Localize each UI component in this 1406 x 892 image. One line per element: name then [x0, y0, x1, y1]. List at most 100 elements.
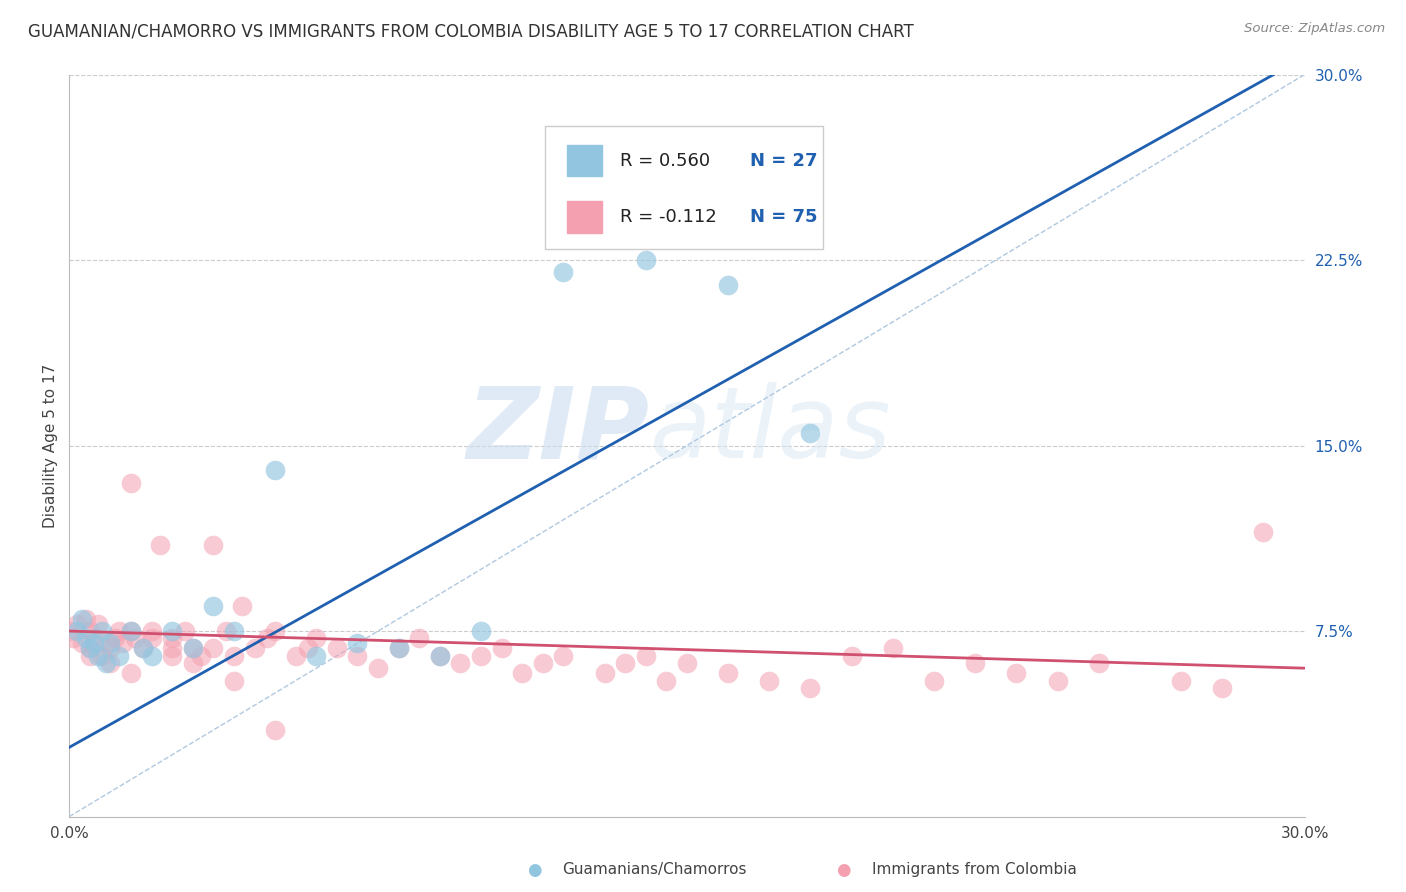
Point	[160, 624, 183, 638]
Point	[1046, 673, 1069, 688]
Point	[717, 666, 740, 681]
Point	[264, 624, 287, 638]
Point	[297, 641, 319, 656]
Point	[717, 277, 740, 292]
Point	[429, 648, 451, 663]
Point	[841, 648, 863, 663]
Point	[676, 657, 699, 671]
Point	[491, 641, 513, 656]
Point	[91, 648, 114, 663]
Point	[83, 636, 105, 650]
Point	[305, 632, 328, 646]
Text: N = 75: N = 75	[749, 208, 817, 226]
Point	[100, 636, 122, 650]
Text: Guamanians/Chamorros: Guamanians/Chamorros	[562, 863, 747, 877]
Point	[305, 648, 328, 663]
Point	[83, 632, 105, 646]
Point	[149, 537, 172, 551]
Point	[614, 657, 637, 671]
Point	[160, 632, 183, 646]
Point	[79, 641, 101, 656]
Point	[120, 624, 142, 638]
Point	[173, 624, 195, 638]
FancyBboxPatch shape	[546, 127, 823, 249]
Point	[103, 632, 125, 646]
Point	[388, 641, 411, 656]
Point	[1253, 525, 1275, 540]
Point	[553, 265, 575, 279]
Point	[66, 616, 89, 631]
Point	[181, 641, 204, 656]
Point	[470, 648, 492, 663]
Point	[655, 673, 678, 688]
Point	[202, 537, 225, 551]
Point	[758, 673, 780, 688]
Point	[408, 632, 430, 646]
Point	[264, 463, 287, 477]
Point	[326, 641, 349, 656]
Point	[202, 641, 225, 656]
Point	[593, 666, 616, 681]
Point	[922, 673, 945, 688]
Point	[346, 636, 368, 650]
Y-axis label: Disability Age 5 to 17: Disability Age 5 to 17	[44, 363, 58, 528]
Bar	[567, 145, 602, 177]
Point	[202, 599, 225, 614]
Point	[87, 616, 110, 631]
Point	[96, 636, 118, 650]
Point	[120, 624, 142, 638]
Point	[215, 624, 238, 638]
Point	[1087, 657, 1109, 671]
Point	[107, 648, 129, 663]
Text: R = 0.560: R = 0.560	[620, 152, 710, 169]
Bar	[567, 202, 602, 233]
Point	[111, 636, 134, 650]
Point	[87, 648, 110, 663]
Point	[124, 632, 146, 646]
Point	[132, 641, 155, 656]
Text: Immigrants from Colombia: Immigrants from Colombia	[872, 863, 1077, 877]
Point	[284, 648, 307, 663]
Text: atlas: atlas	[650, 382, 891, 479]
Point	[531, 657, 554, 671]
Point	[965, 657, 987, 671]
Point	[1211, 681, 1233, 695]
Point	[1005, 666, 1028, 681]
Point	[66, 624, 89, 638]
Point	[634, 253, 657, 268]
Point	[79, 648, 101, 663]
Text: R = -0.112: R = -0.112	[620, 208, 717, 226]
Point	[429, 648, 451, 663]
Point	[141, 648, 163, 663]
Point	[100, 657, 122, 671]
Point	[231, 599, 253, 614]
Text: Source: ZipAtlas.com: Source: ZipAtlas.com	[1244, 22, 1385, 36]
Point	[367, 661, 389, 675]
Point	[91, 624, 114, 638]
Point	[120, 475, 142, 490]
Point	[62, 632, 84, 646]
Point	[160, 648, 183, 663]
Point	[243, 641, 266, 656]
Point	[388, 641, 411, 656]
Point	[96, 657, 118, 671]
Text: GUAMANIAN/CHAMORRO VS IMMIGRANTS FROM COLOMBIA DISABILITY AGE 5 TO 17 CORRELATIO: GUAMANIAN/CHAMORRO VS IMMIGRANTS FROM CO…	[28, 22, 914, 40]
Point	[222, 624, 245, 638]
Point	[799, 681, 821, 695]
Point	[75, 632, 97, 646]
Point	[120, 666, 142, 681]
Text: ●: ●	[527, 861, 541, 879]
Point	[510, 666, 533, 681]
Point	[100, 641, 122, 656]
Point	[132, 641, 155, 656]
Text: ●: ●	[837, 861, 851, 879]
Point	[58, 624, 80, 638]
Text: ZIP: ZIP	[467, 382, 650, 479]
Point	[107, 624, 129, 638]
Point	[222, 648, 245, 663]
Point	[634, 648, 657, 663]
Point	[553, 648, 575, 663]
Point	[256, 632, 278, 646]
Point	[449, 657, 471, 671]
Point	[70, 636, 93, 650]
